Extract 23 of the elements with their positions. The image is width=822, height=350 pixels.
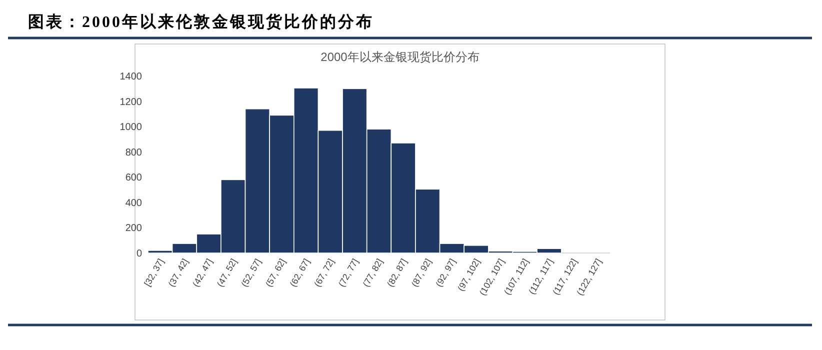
x-tick-label: [32, 37] bbox=[142, 257, 166, 288]
y-tick-label: 800 bbox=[125, 147, 142, 158]
x-tick-label: (77, 82] bbox=[360, 257, 385, 288]
chart-title: 图表：2000年以来伦敦金银现货比价的分布 bbox=[28, 13, 374, 31]
y-tick-label: 1000 bbox=[120, 122, 142, 134]
x-tick-label: (52, 57] bbox=[239, 257, 264, 288]
y-tick-label: 1200 bbox=[120, 96, 142, 108]
y-tick-label: 1400 bbox=[120, 72, 142, 82]
x-tick-label: (72, 77] bbox=[336, 257, 360, 288]
x-tick-label: (67, 72] bbox=[312, 257, 336, 288]
x-tick-label: (62, 67] bbox=[288, 257, 312, 288]
x-tick-label: (82, 87] bbox=[385, 257, 410, 288]
x-tick-label: (47, 52] bbox=[214, 257, 239, 288]
y-tick-label: 600 bbox=[125, 172, 142, 184]
x-tick-label: (57, 62] bbox=[264, 257, 288, 288]
x-tick-label: (42, 47] bbox=[190, 257, 215, 288]
y-tick-label: 0 bbox=[136, 248, 142, 260]
chart-subtitle: 2000年以来金银现货比价分布 bbox=[320, 50, 480, 64]
x-tick-label: (92, 97] bbox=[434, 257, 458, 288]
y-tick-label: 400 bbox=[125, 198, 142, 209]
x-tick-label: (87, 92] bbox=[409, 257, 434, 288]
y-tick-label: 200 bbox=[125, 223, 142, 234]
x-tick-label: (37, 42] bbox=[166, 257, 190, 288]
